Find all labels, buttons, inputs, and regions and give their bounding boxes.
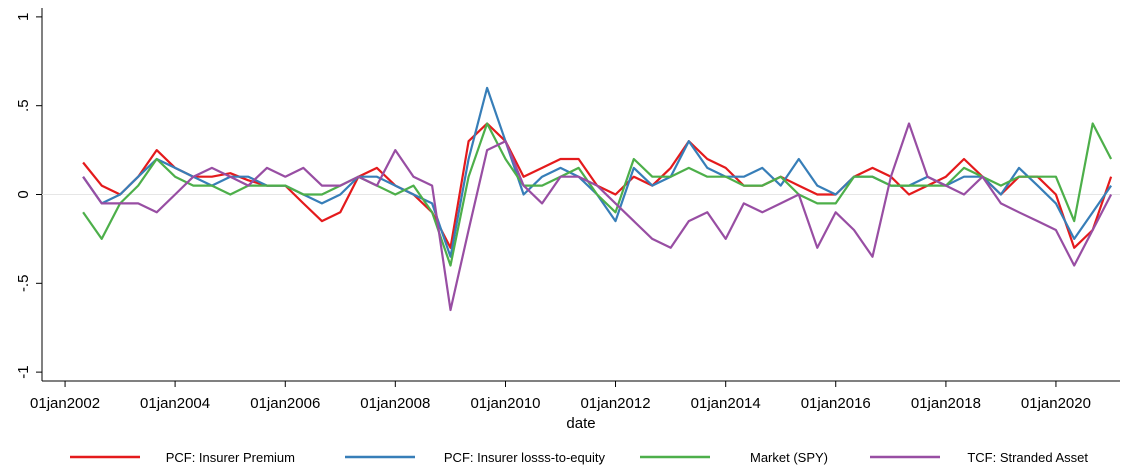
- x-tick-label: 01jan2020: [1021, 395, 1091, 412]
- x-tick-label: 01jan2014: [691, 395, 761, 412]
- y-tick-label: 1: [15, 13, 32, 21]
- x-tick-label: 01jan2018: [911, 395, 981, 412]
- x-tick-label: 01jan2012: [580, 395, 650, 412]
- y-tick-label: .5: [15, 99, 32, 112]
- x-tick-label: 01jan2006: [250, 395, 320, 412]
- series-line: [82, 86, 1113, 258]
- legend-label: PCF: Insurer losss-to-equity: [444, 450, 606, 465]
- x-tick-label: 01jan2010: [470, 395, 540, 412]
- series-line: [82, 122, 1113, 312]
- x-tick-label: 01jan2004: [140, 395, 210, 412]
- x-tick-label: 01jan2016: [801, 395, 871, 412]
- legend-label: PCF: Insurer Premium: [166, 450, 295, 465]
- legend-label: TCF: Stranded Asset: [967, 450, 1088, 465]
- x-tick-label: 01jan2008: [360, 395, 430, 412]
- x-tick-label: 01jan2002: [30, 395, 100, 412]
- y-tick-label: -1: [15, 365, 32, 378]
- y-tick-label: 0: [15, 190, 32, 198]
- y-tick-label: -.5: [15, 275, 32, 293]
- legend-label: Market (SPY): [750, 450, 828, 465]
- series-line: [82, 122, 1113, 267]
- x-axis-label: date: [566, 415, 595, 432]
